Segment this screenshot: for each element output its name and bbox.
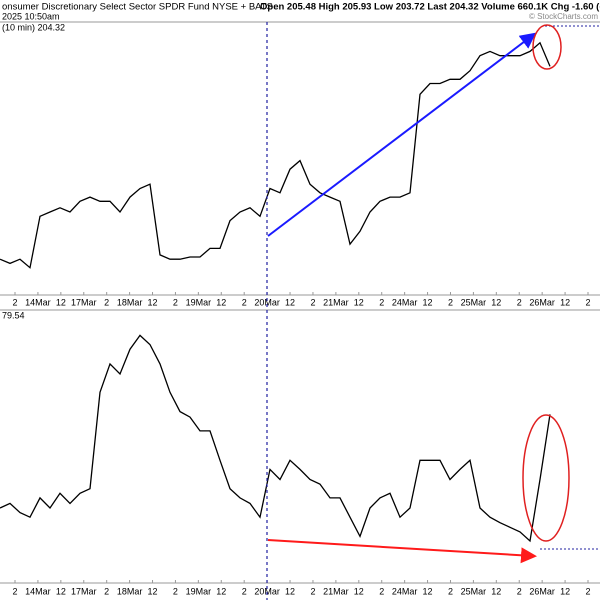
highlight-ellipse [522, 414, 570, 542]
chart-title: onsumer Discretionary Select Sector SPDR… [2, 2, 273, 13]
x-tick-label: 21Mar [323, 297, 349, 307]
x-tick-label: 2 [12, 586, 17, 596]
x-tick-label: 2 [104, 297, 109, 307]
x-tick-label: 12 [285, 586, 295, 596]
x-tick-label: 2 [448, 586, 453, 596]
x-tick-label: 25Mar [461, 297, 487, 307]
x-tick-label: 12 [216, 586, 226, 596]
watermark: © StockCharts.com [529, 12, 598, 21]
quote: Open 205.48 High 205.93 Low 203.72 Last … [260, 2, 600, 13]
x-tick-label: 12 [354, 297, 364, 307]
price-line [0, 334, 551, 543]
x-tick-label: 2 [242, 586, 247, 596]
x-tick-label: 25Mar [461, 586, 487, 596]
x-tick-label: 2 [173, 586, 178, 596]
lower-label: 79.54 [2, 310, 25, 320]
x-tick-label: 2 [448, 297, 453, 307]
x-tick-label: 20Mar [254, 586, 280, 596]
plots: 2 14Mar 12 17Mar 2 18Mar 12 2 19Mar 12 2 20Mar 12 2 21… [0, 41, 591, 596]
x-tick-label: 19Mar [186, 297, 212, 307]
x-tick-label: 17Mar [71, 586, 97, 596]
x-tick-label: 14Mar [25, 586, 51, 596]
x-tick-label: 12 [491, 297, 501, 307]
x-tick-label: 12 [560, 586, 570, 596]
x-tick-label: 12 [423, 297, 433, 307]
x-tick-label: 20Mar [254, 297, 280, 307]
x-tick-label: 2 [104, 586, 109, 596]
date: 2025 10:50am [2, 11, 60, 21]
x-tick-label: 2 [379, 297, 384, 307]
x-tick-label: 24Mar [392, 297, 418, 307]
x-tick-label: 18Mar [117, 297, 143, 307]
x-tick-label: 12 [148, 586, 158, 596]
x-tick-label: 2 [12, 297, 17, 307]
x-tick-label: 2 [517, 297, 522, 307]
x-tick-label: 2 [585, 586, 590, 596]
x-tick-label: 12 [423, 586, 433, 596]
x-tick-label: 12 [491, 586, 501, 596]
trend-arrow [267, 32, 537, 237]
x-tick-label: 26Mar [529, 297, 555, 307]
x-tick-label: 26Mar [529, 586, 555, 596]
x-tick-label: 21Mar [323, 586, 349, 596]
x-tick-label: 24Mar [392, 586, 418, 596]
price-line: (10 min) 204.32 [2, 22, 65, 32]
x-tick-label: 2 [585, 297, 590, 307]
x-tick-label: 12 [285, 297, 295, 307]
x-tick-label: 2 [242, 297, 247, 307]
x-tick-label: 2 [517, 586, 522, 596]
x-tick-label: 12 [354, 586, 364, 596]
x-tick-label: 12 [148, 297, 158, 307]
x-tick-label: 12 [560, 297, 570, 307]
x-tick-label: 2 [310, 586, 315, 596]
x-tick-label: 17Mar [71, 297, 97, 307]
x-tick-label: 14Mar [25, 297, 51, 307]
x-tick-label: 12 [56, 586, 66, 596]
x-tick-label: 12 [216, 297, 226, 307]
price-line [0, 41, 551, 269]
x-tick-label: 2 [379, 586, 384, 596]
x-tick-label: 2 [310, 297, 315, 307]
x-tick-label: 12 [56, 297, 66, 307]
x-tick-label: 2 [173, 297, 178, 307]
x-tick-label: 19Mar [186, 586, 212, 596]
highlight-ellipse [532, 24, 562, 70]
x-tick-label: 18Mar [117, 586, 143, 596]
trend-arrow [267, 539, 537, 564]
